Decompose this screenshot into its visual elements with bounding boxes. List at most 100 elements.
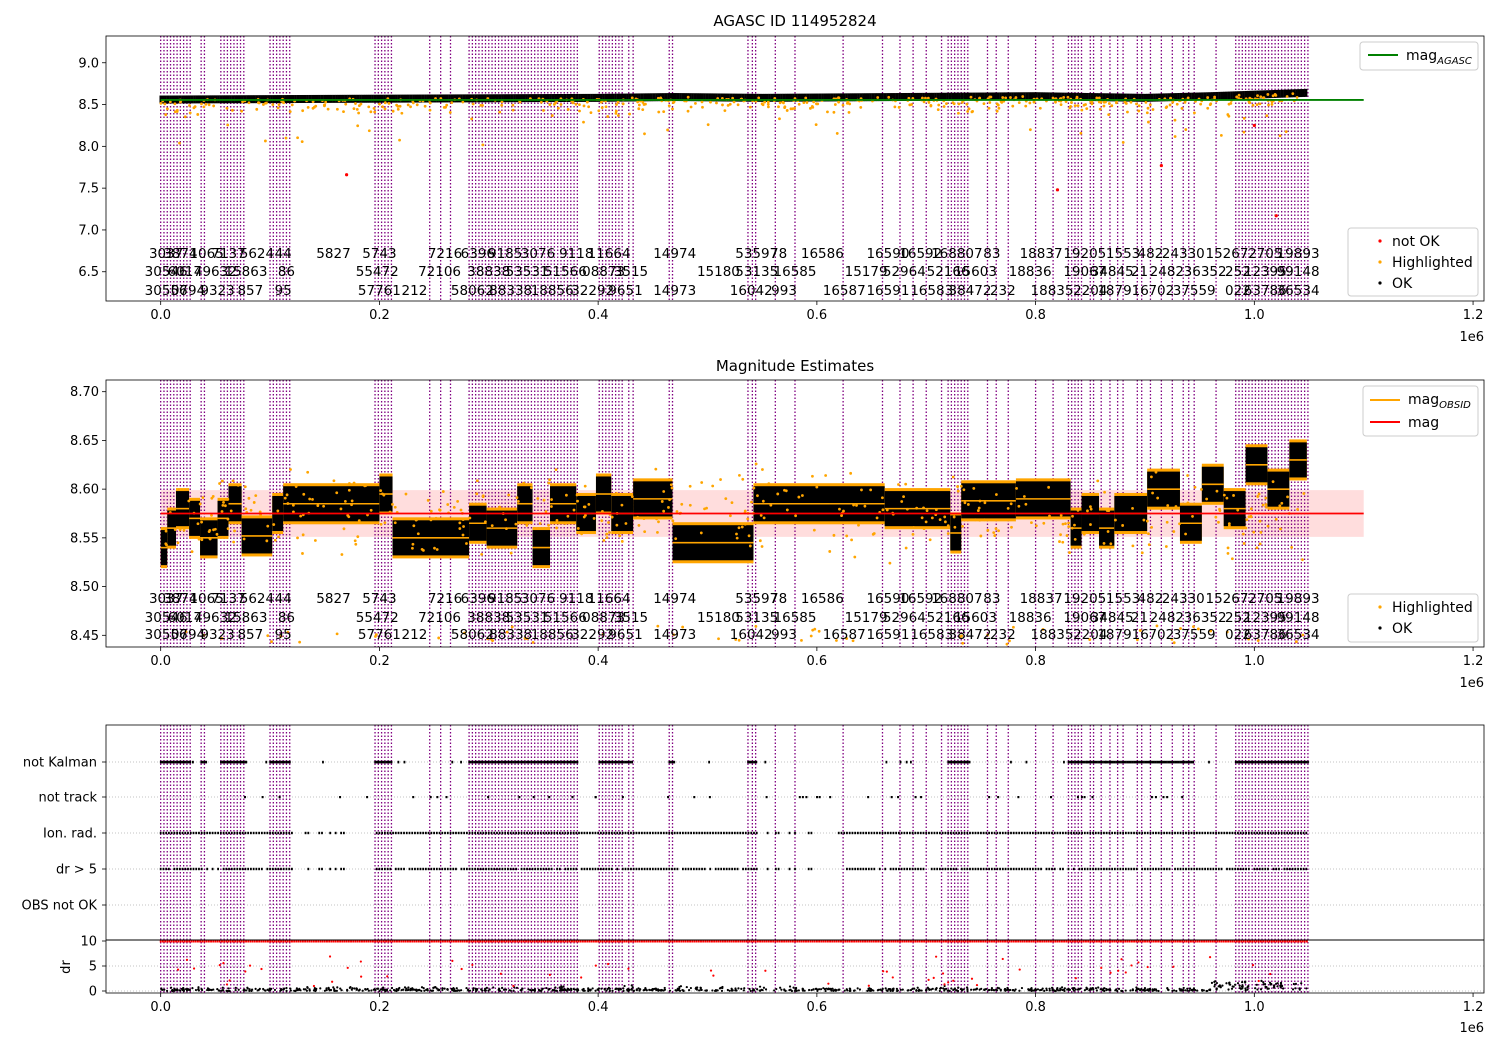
ok-point-band xyxy=(1054,92,1058,101)
ok-point-band xyxy=(607,93,610,102)
dr-gt-5-point xyxy=(507,867,509,871)
highlighted-point xyxy=(800,639,803,642)
dr-clipped-point xyxy=(483,939,486,943)
ion-rad-point xyxy=(608,831,610,835)
dr-gt-5-point xyxy=(1004,867,1007,871)
highlighted-point xyxy=(837,96,840,100)
highlighted-point xyxy=(1235,95,1239,99)
highlighted-point xyxy=(1096,479,1100,483)
ion-rad-point xyxy=(1157,831,1160,835)
ok-point-band xyxy=(655,93,658,102)
highlighted-point xyxy=(1205,497,1209,501)
ion-rad-point xyxy=(742,831,744,835)
dr-point xyxy=(1276,985,1279,988)
highlighted-point xyxy=(265,539,269,543)
not-kalman-point xyxy=(573,760,576,764)
ion-rad-point xyxy=(630,831,632,835)
dr-clipped-point xyxy=(684,939,687,943)
ok-point-band xyxy=(1049,92,1053,101)
not-kalman-point xyxy=(1256,760,1259,764)
dr-clipped-point xyxy=(404,939,407,943)
dr-outlier-point xyxy=(827,982,830,985)
highlighted-point xyxy=(475,492,479,496)
dr-point xyxy=(222,989,225,992)
dr-clipped-point xyxy=(1115,939,1118,943)
highlighted-point xyxy=(335,107,339,111)
highlighted-point xyxy=(255,107,259,111)
not-kalman-point xyxy=(1246,760,1249,764)
highlighted-point xyxy=(176,541,180,545)
ok-point-band xyxy=(1143,93,1147,102)
dr-point xyxy=(953,987,957,990)
dr-clipped-point xyxy=(1109,939,1111,943)
ok-point-band xyxy=(917,92,920,101)
y-tick-label: 8.60 xyxy=(70,483,99,498)
ion-rad-point xyxy=(1026,831,1029,835)
dr-point xyxy=(587,987,590,990)
highlighted-point xyxy=(583,484,587,488)
dr-outlier-point xyxy=(1146,965,1149,969)
ok-point-band xyxy=(299,94,302,103)
not-kalman-point xyxy=(496,760,498,764)
ok-point-band xyxy=(1013,92,1017,101)
ion-rad-point xyxy=(889,831,892,835)
dr-clipped-point xyxy=(658,939,661,943)
dr-gt-5-point xyxy=(241,867,244,871)
highlighted-point xyxy=(1061,522,1065,526)
ion-rad-point xyxy=(441,831,444,835)
ion-rad-point xyxy=(1067,831,1070,835)
highlighted-point xyxy=(715,101,718,105)
ok-point-band xyxy=(1011,92,1014,101)
ion-rad-point xyxy=(277,831,280,835)
ok-point-band xyxy=(448,94,451,103)
not-kalman-point xyxy=(1085,760,1088,764)
ok-point-band xyxy=(1283,89,1286,98)
ok-point-band xyxy=(770,93,774,102)
not-kalman-point xyxy=(1241,760,1244,764)
dr-clipped-point xyxy=(997,939,1000,943)
not-kalman-point xyxy=(621,760,624,764)
dr-gt-5-point xyxy=(1185,867,1187,871)
highlighted-point xyxy=(605,536,609,540)
dr-clipped-point xyxy=(1246,939,1249,943)
highlighted-point xyxy=(381,105,385,109)
highlighted-point xyxy=(956,489,960,493)
ion-rad-point xyxy=(843,831,846,835)
dr-point xyxy=(644,986,647,990)
dr-clipped-point xyxy=(1021,939,1024,943)
ok-point-band xyxy=(1080,92,1084,101)
dr-clipped-point xyxy=(826,939,829,943)
highlighted-point xyxy=(857,523,860,527)
dr-gt-5-point xyxy=(665,867,668,871)
y-tick-label: 7.5 xyxy=(78,182,99,197)
dr-clipped-point xyxy=(242,939,245,943)
obsid-label: 99148 xyxy=(1277,264,1320,280)
obsid-label: 7137 xyxy=(211,246,245,262)
ion-rad-point xyxy=(728,831,731,835)
dr-clipped-point xyxy=(505,939,508,943)
highlighted-point xyxy=(881,508,885,512)
highlighted-point xyxy=(434,516,438,520)
ok-point-band xyxy=(287,95,290,104)
dr-clipped-point xyxy=(535,939,538,943)
highlighted-point xyxy=(1123,100,1127,104)
not-kalman-point xyxy=(1174,760,1177,764)
ok-point-band xyxy=(705,93,709,102)
flag-category-label: not Kalman xyxy=(23,756,97,771)
ion-rad-point xyxy=(649,831,651,835)
highlighted-point xyxy=(226,517,230,521)
not-kalman-point xyxy=(1302,760,1305,764)
obsid-label: 55472 xyxy=(356,610,399,626)
highlighted-point xyxy=(1248,96,1252,100)
dr-point xyxy=(1221,984,1224,987)
dr-outlier-point xyxy=(360,975,363,978)
dr-clipped-point xyxy=(1001,939,1004,943)
ion-rad-point xyxy=(1015,831,1018,835)
highlighted-point xyxy=(233,529,236,533)
not-kalman-point xyxy=(553,760,556,764)
ion-rad-point xyxy=(548,831,550,835)
ok-point-band xyxy=(760,93,764,102)
not-kalman-point xyxy=(1248,760,1250,764)
ion-rad-point xyxy=(643,831,646,835)
not-kalman-point xyxy=(1249,760,1252,764)
